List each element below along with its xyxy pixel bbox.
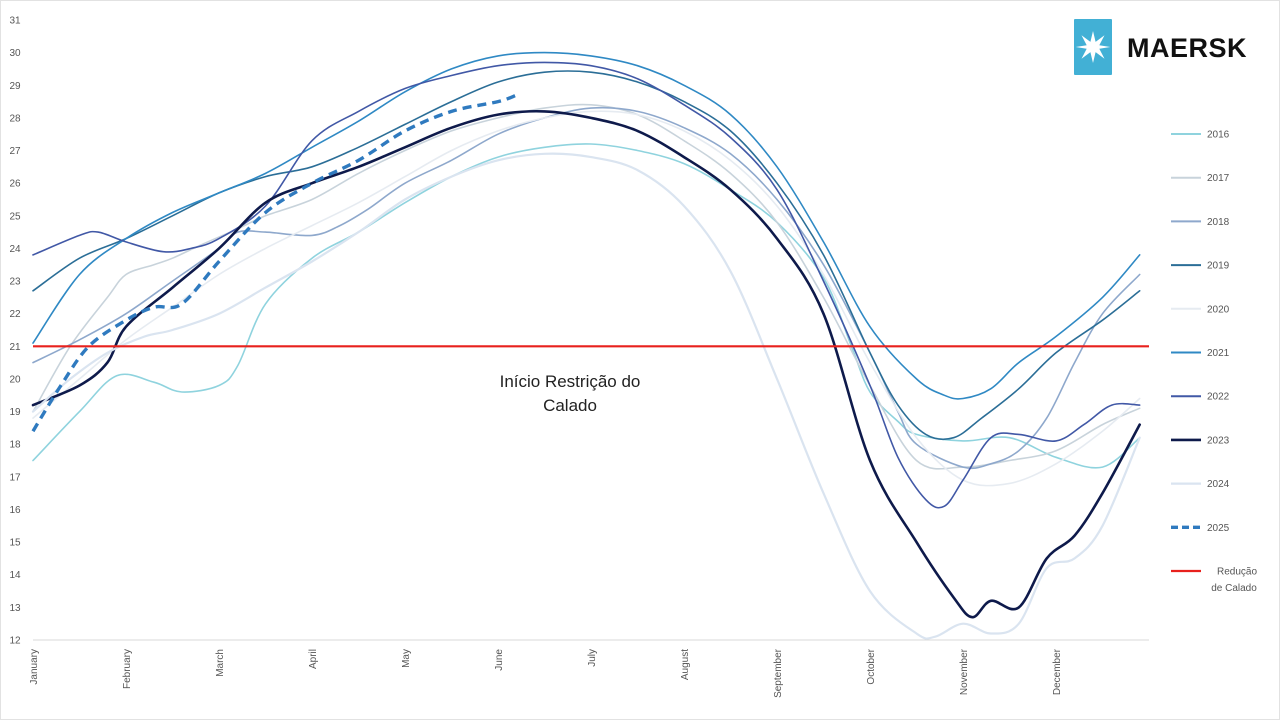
series-line-2020 [32,110,1141,487]
y-tick-label: 25 [9,211,21,222]
annotation-line-1: Início Restrição do [500,372,641,391]
legend-label-threshold-2: de Calado [1211,583,1257,594]
x-tick-label: March [215,649,226,677]
y-tick-label: 30 [9,48,21,59]
x-tick-label: September [773,648,784,698]
series-line-2018 [32,106,1141,470]
y-tick-label: 20 [9,374,21,385]
legend-label-threshold-1: Redução [1217,567,1257,578]
y-tick-label: 29 [9,81,21,92]
annotation-line-2: Calado [543,396,597,415]
y-tick-label: 16 [9,505,21,516]
series-line-2022 [32,61,1141,509]
legend-label-2019: 2019 [1207,261,1230,272]
y-tick-label: 27 [9,146,21,157]
legend-label-2022: 2022 [1207,392,1230,403]
x-tick-label: August [680,649,691,680]
series-line-2025 [31,93,518,433]
series-layer [31,51,1141,640]
legend-label-2025: 2025 [1207,523,1230,534]
x-tick-label: May [401,649,412,668]
logo: MAERSK [1074,19,1247,75]
y-tick-label: 21 [9,342,21,353]
series-line-2023 [31,109,1141,619]
brand-name: MAERSK [1127,33,1247,63]
y-tick-label: 18 [9,440,21,451]
legend-label-2020: 2020 [1207,304,1230,315]
legend-label-2017: 2017 [1207,173,1230,184]
y-tick-label: 28 [9,113,21,124]
legend-label-2024: 2024 [1207,479,1230,490]
x-tick-label: June [494,649,505,671]
y-tick-label: 12 [9,636,21,647]
x-axis: January February March April May June July Augu… [29,639,1149,698]
x-tick-label: December [1052,648,1063,695]
y-tick-label: 19 [9,407,21,418]
y-tick-label: 31 [9,16,21,27]
legend-label-2023: 2023 [1207,435,1230,446]
y-tick-label: 14 [9,570,21,581]
y-tick-label: 13 [9,603,21,614]
y-tick-label: 17 [9,472,21,483]
legend: 2016 2017 2018 2019 2020 2021 2022 2023 2024 2025… [1171,130,1257,594]
y-tick-label: 15 [9,538,21,549]
y-axis: 12 13 14 15 16 17 18 19 20 21 22 23 24 25 26 27 28 29 30 31 [9,16,21,647]
y-tick-label: 24 [9,244,21,255]
x-tick-label: November [959,648,970,695]
legend-label-2018: 2018 [1207,217,1230,228]
y-tick-label: 23 [9,277,21,288]
y-tick-label: 22 [9,309,21,320]
x-tick-label: January [29,649,40,685]
y-tick-label: 26 [9,179,21,190]
series-line-2017 [32,103,1141,470]
x-tick-label: February [122,649,133,689]
legend-label-2021: 2021 [1207,348,1230,359]
x-tick-label: April [308,649,319,669]
series-line-2024 [31,152,1141,640]
star-shape [1075,31,1111,63]
x-tick-label: July [587,649,598,667]
series-line-2021 [32,51,1141,400]
legend-label-2016: 2016 [1207,130,1230,141]
series-line-2016 [32,143,1141,469]
x-tick-label: October [866,648,877,684]
